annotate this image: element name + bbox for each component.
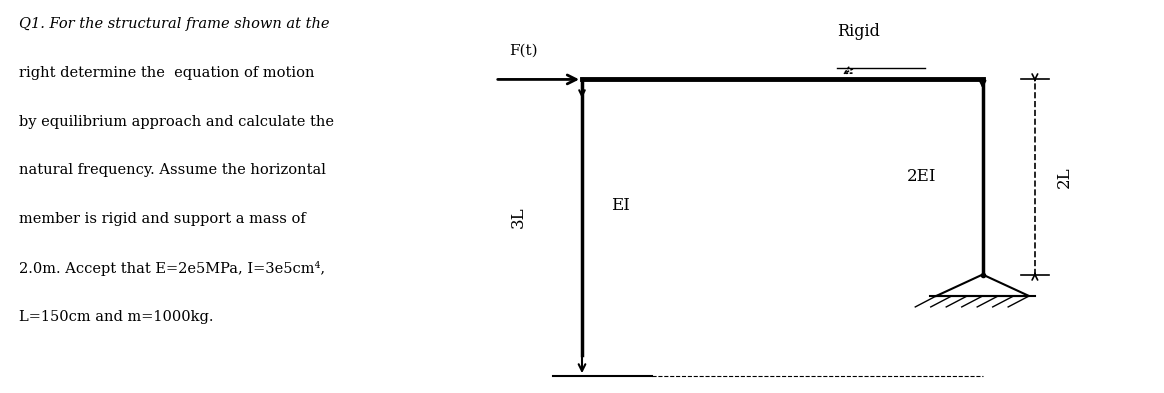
Text: 2L: 2L: [1056, 166, 1073, 188]
Text: right determine the  equation of motion: right determine the equation of motion: [19, 66, 314, 80]
Text: 2EI: 2EI: [907, 169, 937, 185]
Text: member is rigid and support a mass of: member is rigid and support a mass of: [19, 212, 306, 226]
Text: natural frequency. Assume the horizontal: natural frequency. Assume the horizontal: [19, 163, 326, 177]
Text: L=150cm and m=1000kg.: L=150cm and m=1000kg.: [19, 310, 213, 324]
Text: Q1. For the structural frame shown at the: Q1. For the structural frame shown at th…: [19, 17, 329, 31]
Text: 2.0m. Accept that E=2e5MPa, I=3e5cm⁴,: 2.0m. Accept that E=2e5MPa, I=3e5cm⁴,: [19, 261, 325, 276]
Text: F(t): F(t): [509, 44, 538, 58]
Text: Rigid: Rigid: [837, 23, 880, 40]
Text: 3L: 3L: [510, 206, 526, 228]
Text: EI: EI: [611, 197, 630, 214]
Text: by equilibrium approach and calculate the: by equilibrium approach and calculate th…: [19, 114, 334, 129]
